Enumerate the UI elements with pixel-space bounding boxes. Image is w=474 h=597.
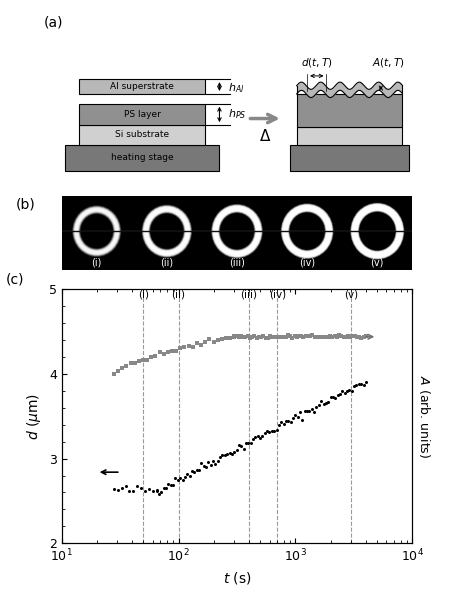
Text: $h_{PS}$: $h_{PS}$ <box>228 107 246 121</box>
X-axis label: $t$ (s): $t$ (s) <box>223 570 251 586</box>
Text: (iv): (iv) <box>269 290 286 299</box>
Text: (ii): (ii) <box>172 290 185 299</box>
Text: (iv): (iv) <box>299 257 315 267</box>
Bar <box>62 196 132 270</box>
Text: heating stage: heating stage <box>111 153 173 162</box>
Text: PS layer: PS layer <box>124 110 161 119</box>
Bar <box>297 127 402 144</box>
Bar <box>202 196 272 270</box>
Text: (iii): (iii) <box>240 290 257 299</box>
Text: $\Delta$: $\Delta$ <box>259 128 271 144</box>
Text: (c): (c) <box>6 273 24 287</box>
Text: (i): (i) <box>138 290 149 299</box>
Text: (v): (v) <box>371 257 384 267</box>
Text: (iii): (iii) <box>229 257 245 267</box>
Bar <box>297 94 402 127</box>
Text: (b): (b) <box>16 197 36 211</box>
Bar <box>272 196 342 270</box>
Text: $A(t,T)$: $A(t,T)$ <box>372 56 404 69</box>
Text: $h_{Al}$: $h_{Al}$ <box>228 81 245 94</box>
Text: $d(t,T)$: $d(t,T)$ <box>301 56 333 69</box>
Y-axis label: $d$ ($\mu$m): $d$ ($\mu$m) <box>25 393 43 440</box>
Y-axis label: $A$ (arb. units): $A$ (arb. units) <box>417 375 432 458</box>
Bar <box>79 125 205 144</box>
Text: Si substrate: Si substrate <box>115 130 169 140</box>
Bar <box>132 196 202 270</box>
Text: (v): (v) <box>344 290 358 299</box>
Bar <box>290 144 409 171</box>
Bar <box>79 79 205 94</box>
Bar <box>79 104 205 125</box>
Text: (i): (i) <box>91 257 102 267</box>
Bar <box>65 144 219 171</box>
Text: (a): (a) <box>44 15 64 29</box>
Bar <box>342 196 412 270</box>
Text: Al superstrate: Al superstrate <box>110 82 174 91</box>
Text: (ii): (ii) <box>160 257 173 267</box>
